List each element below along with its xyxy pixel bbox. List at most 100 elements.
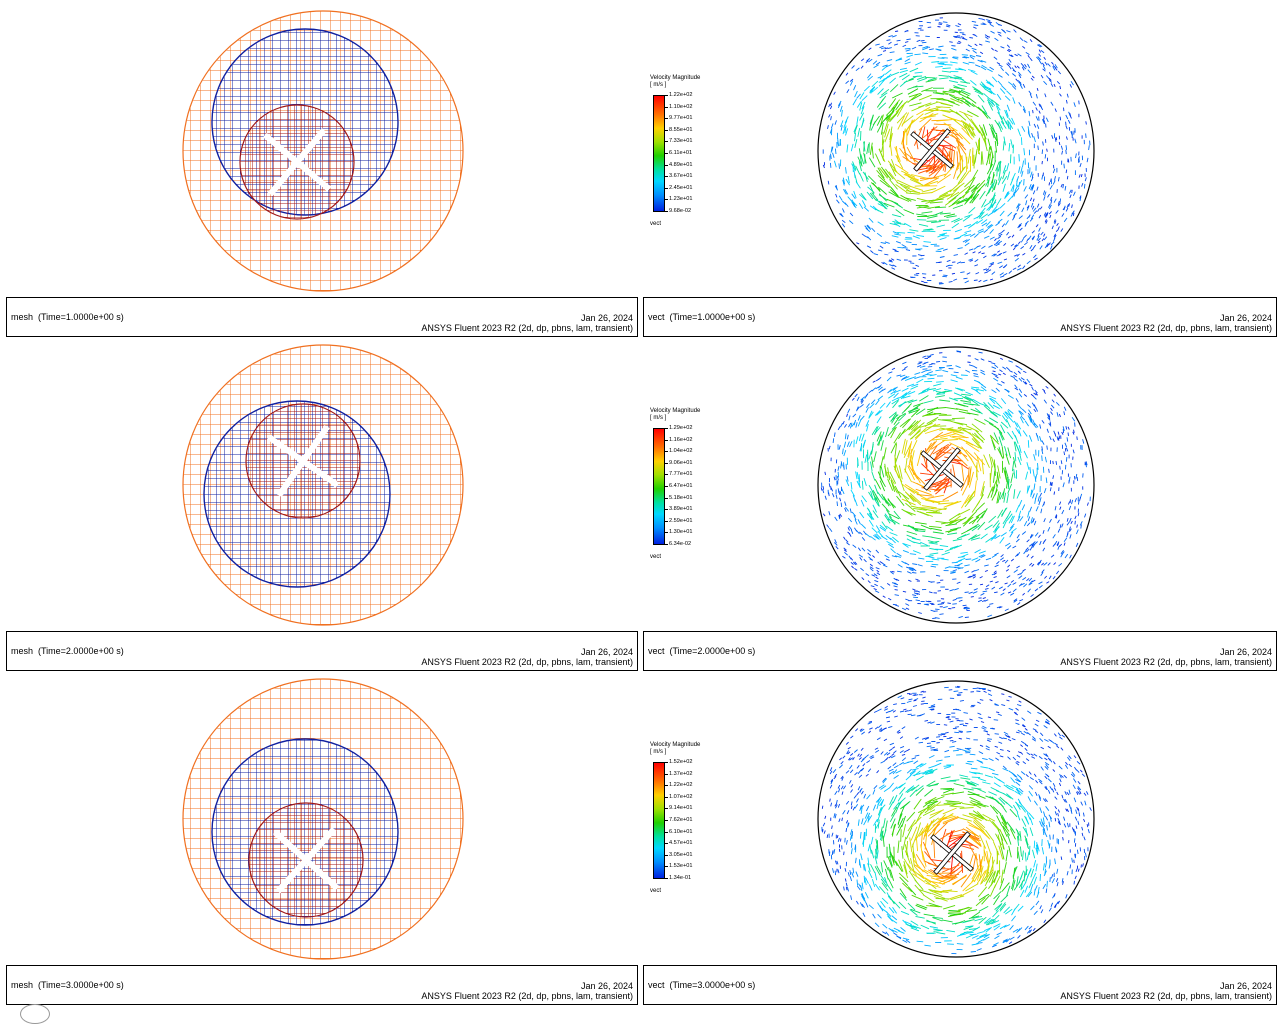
mesh-panel: mesh (Time=1.0000e+00 s) Jan 26, 2024 AN… (0, 0, 642, 338)
mesh-software: ANSYS Fluent 2023 R2 (2d, dp, pbns, lam,… (421, 323, 633, 333)
mesh-software: ANSYS Fluent 2023 R2 (2d, dp, pbns, lam,… (421, 991, 633, 1001)
legend-tick-mark (665, 141, 668, 142)
legend-tick-label: 2.45e+01 (669, 185, 693, 191)
mesh-time-label: mesh (Time=3.0000e+00 s) (11, 980, 124, 990)
legend-tick-label: 7.33e+01 (669, 138, 693, 144)
velocity-vectors (822, 686, 1092, 953)
legend-tick-label: 1.52e+02 (669, 759, 693, 765)
vect-date: Jan 26, 2024 (1220, 647, 1272, 657)
mesh-info-box: mesh (Time=3.0000e+00 s) Jan 26, 2024 AN… (6, 965, 638, 1005)
vect-panel: vect (Time=1.0000e+00 s) Jan 26, 2024 AN… (642, 0, 1280, 338)
vect-info-box: vect (Time=3.0000e+00 s) Jan 26, 2024 AN… (643, 965, 1277, 1005)
mesh-graphic[interactable] (0, 668, 642, 964)
mesh-panel: mesh (Time=3.0000e+00 s) Jan 26, 2024 AN… (0, 668, 642, 1006)
legend-tick-mark (665, 797, 668, 798)
legend-tick-label: 1.30e+01 (669, 529, 693, 535)
vect-graphic[interactable] (642, 0, 1280, 296)
legend-tick-label: 1.22e+02 (669, 92, 693, 98)
legend-tick-mark (665, 843, 668, 844)
legend-tick-mark (665, 832, 668, 833)
legend-tick-label: 7.62e+01 (669, 817, 693, 823)
legend-tick-label: 6.34e-02 (669, 541, 691, 547)
legend-tick-mark (665, 866, 668, 867)
legend-tick-label: 1.22e+02 (669, 782, 693, 788)
legend-tick-label: 2.59e+01 (669, 518, 693, 524)
legend-tick-label: 1.10e+02 (669, 104, 693, 110)
legend-tick-mark (665, 544, 668, 545)
vect-graphic[interactable] (642, 668, 1280, 964)
legend-tick-label: 3.89e+01 (669, 506, 693, 512)
mesh-graphic[interactable] (0, 334, 642, 630)
legend-tick-mark (665, 762, 668, 763)
legend-colorbar (653, 428, 665, 545)
vect-panel: vect (Time=2.0000e+00 s) Jan 26, 2024 AN… (642, 334, 1280, 672)
legend-tick-mark (665, 521, 668, 522)
mesh-info-box: mesh (Time=2.0000e+00 s) Jan 26, 2024 AN… (6, 631, 638, 671)
row-time-3: mesh (Time=3.0000e+00 s) Jan 26, 2024 AN… (0, 668, 1280, 1006)
legend-tick-mark (665, 808, 668, 809)
legend-tick-mark (665, 176, 668, 177)
legend-tick-label: 1.29e+02 (669, 425, 693, 431)
mesh-date: Jan 26, 2024 (581, 313, 633, 323)
vect-info-box: vect (Time=2.0000e+00 s) Jan 26, 2024 AN… (643, 631, 1277, 671)
legend-tick-mark (665, 440, 668, 441)
legend-tick-mark (665, 486, 668, 487)
legend-variable: vect (650, 554, 661, 560)
mesh-software: ANSYS Fluent 2023 R2 (2d, dp, pbns, lam,… (421, 657, 633, 667)
legend-tick-label: 3.67e+01 (669, 173, 693, 179)
velocity-vectors (823, 18, 1090, 284)
legend-tick-mark (665, 153, 668, 154)
legend-variable: vect (650, 888, 661, 894)
legend-title: Velocity Magnitude[ m/s ] (650, 408, 700, 422)
mesh-graphic[interactable] (0, 0, 642, 296)
vect-software: ANSYS Fluent 2023 R2 (2d, dp, pbns, lam,… (1060, 657, 1272, 667)
legend-tick-label: 1.07e+02 (669, 794, 693, 800)
mesh-info-box: mesh (Time=1.0000e+00 s) Jan 26, 2024 AN… (6, 297, 638, 337)
vect-date: Jan 26, 2024 (1220, 981, 1272, 991)
legend-title: Velocity Magnitude[ m/s ] (650, 75, 700, 89)
legend-tick-mark (665, 785, 668, 786)
velocity-vectors (821, 351, 1090, 619)
legend-tick-label: 4.57e+01 (669, 840, 693, 846)
legend-tick-label: 6.10e+01 (669, 829, 693, 835)
legend-title: Velocity Magnitude[ m/s ] (650, 742, 700, 756)
legend-tick-mark (665, 199, 668, 200)
vect-graphic[interactable] (642, 334, 1280, 630)
legend-tick-label: 5.18e+01 (669, 495, 693, 501)
legend-tick-label: 3.05e+01 (669, 852, 693, 858)
legend-tick-mark (665, 211, 668, 212)
legend-tick-mark (665, 188, 668, 189)
legend-tick-label: 6.11e+01 (669, 150, 692, 156)
legend-tick-mark (665, 95, 668, 96)
legend-tick-label: 1.34e-01 (669, 875, 691, 881)
vect-time-label: vect (Time=3.0000e+00 s) (648, 980, 755, 990)
legend-tick-mark (665, 428, 668, 429)
legend-tick-mark (665, 118, 668, 119)
mesh-date: Jan 26, 2024 (581, 647, 633, 657)
legend-tick-mark (665, 820, 668, 821)
mesh-time-label: mesh (Time=1.0000e+00 s) (11, 312, 124, 322)
legend-tick-label: 1.23e+01 (669, 196, 693, 202)
legend-tick-mark (665, 451, 668, 452)
row-time-2: mesh (Time=2.0000e+00 s) Jan 26, 2024 AN… (0, 334, 1280, 672)
mesh-time-label: mesh (Time=2.0000e+00 s) (11, 646, 124, 656)
vect-software: ANSYS Fluent 2023 R2 (2d, dp, pbns, lam,… (1060, 323, 1272, 333)
legend-tick-label: 9.06e+01 (669, 460, 693, 466)
legend-tick-mark (665, 532, 668, 533)
legend-tick-label: 9.77e+01 (669, 115, 693, 121)
vect-time-label: vect (Time=2.0000e+00 s) (648, 646, 755, 656)
domain-boundary (818, 681, 1094, 957)
legend-tick-mark (665, 107, 668, 108)
legend-tick-label: 9.14e+01 (669, 805, 693, 811)
velocity-legend: Velocity Magnitude[ m/s ] 1.22e+02 1.10e+… (649, 75, 729, 235)
legend-tick-label: 1.04e+02 (669, 448, 693, 454)
legend-colorbar (653, 95, 665, 212)
legend-tick-mark (665, 509, 668, 510)
legend-tick-mark (665, 498, 668, 499)
mesh-date: Jan 26, 2024 (581, 981, 633, 991)
legend-tick-mark (665, 474, 668, 475)
vect-software: ANSYS Fluent 2023 R2 (2d, dp, pbns, lam,… (1060, 991, 1272, 1001)
legend-tick-mark (665, 463, 668, 464)
legend-tick-label: 1.16e+02 (669, 437, 693, 443)
